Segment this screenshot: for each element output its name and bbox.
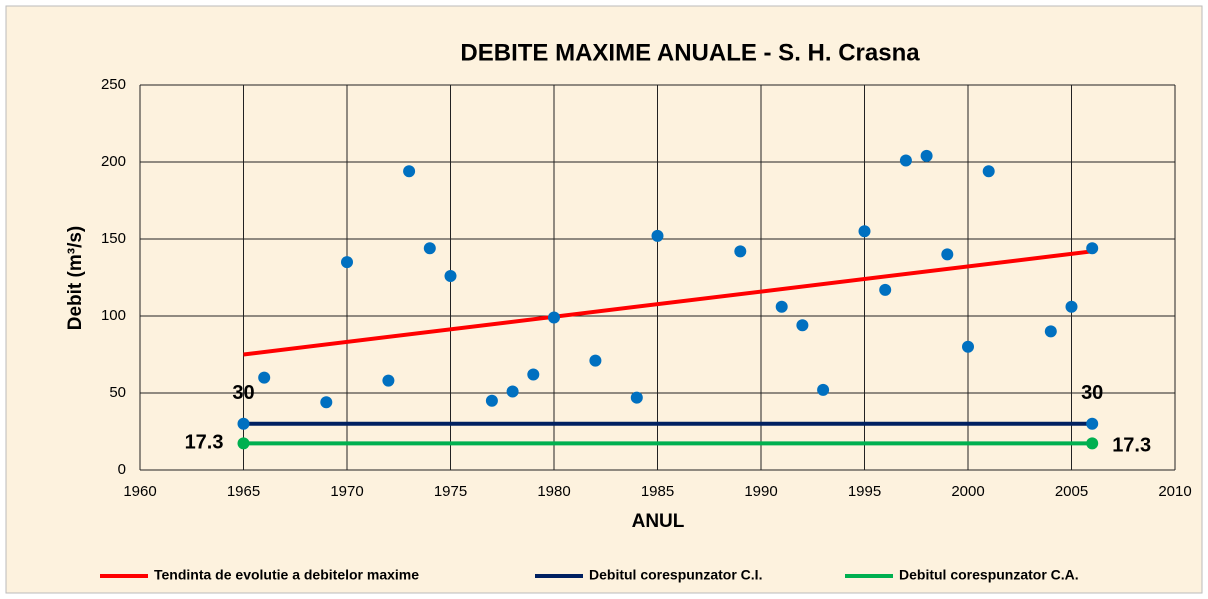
series-marker [237,437,250,450]
point [941,248,954,261]
point [548,311,560,324]
series-line [243,249,1093,357]
point [485,394,498,407]
point [796,319,809,332]
x-tick-label: 1975 [434,483,467,500]
point [879,283,892,296]
point [382,374,395,387]
y-tick-label: 250 [101,76,126,93]
x-tick-label: 2000 [951,483,984,500]
data-label: 30 [232,382,254,404]
x-tick-label: 1960 [123,483,156,500]
point [589,354,602,367]
chart-background [5,5,1203,594]
point [775,300,788,313]
point [899,154,912,167]
point [320,396,333,409]
point [920,149,933,162]
point [341,256,353,269]
y-axis-label: Debit (m³/s) [65,226,86,331]
x-tick-label: 1995 [848,483,881,500]
series-marker [1086,437,1099,450]
x-tick-label: 1970 [330,483,363,500]
point [734,245,747,258]
point [651,229,664,242]
point [506,385,519,398]
point [962,340,974,353]
x-tick-label: 1985 [641,483,674,500]
y-tick-label: 150 [101,230,126,247]
point [403,165,416,178]
point [258,371,271,384]
point [982,165,995,178]
x-tick-label: 1965 [227,483,260,500]
data-label: 17.3 [1112,435,1151,457]
series-marker [237,417,250,430]
y-tick-label: 100 [101,307,126,324]
point [1044,325,1057,338]
x-tick-label: 2010 [1158,483,1191,500]
y-tick-label: 0 [118,461,126,478]
legend-label: Tendinta de evolutie a debitelor maxime [154,567,419,583]
y-tick-label: 200 [101,153,126,170]
point [630,391,643,404]
point [1065,300,1078,313]
legend-label: Debitul corespunzator C.A. [899,567,1079,583]
series-marker [1086,417,1099,430]
point [444,269,457,282]
point [527,368,540,381]
chart-title: DEBITE MAXIME ANUALE - S. H. Crasna [460,39,920,66]
point [817,383,830,396]
x-tick-label: 1980 [537,483,570,500]
y-tick-label: 50 [109,384,126,401]
point [423,242,436,255]
x-axis-label: ANUL [632,511,685,532]
x-tick-label: 1990 [744,483,777,500]
x-tick-label: 2005 [1055,483,1088,500]
point [858,225,871,238]
data-label: 17.3 [185,432,224,454]
data-label: 30 [1081,382,1103,404]
point [1086,242,1099,255]
legend-label: Debitul corespunzator C.I. [589,567,762,583]
